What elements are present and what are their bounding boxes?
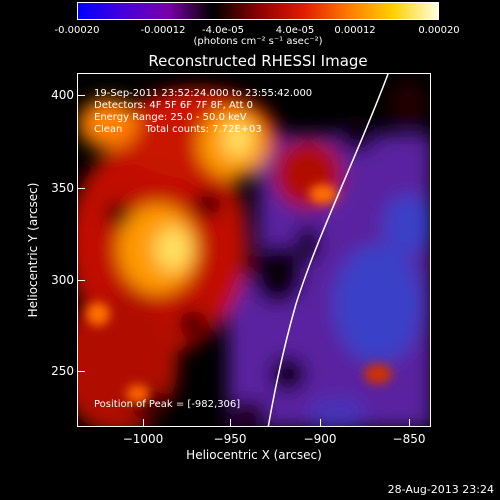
x-tick-label: −950 (213, 432, 247, 446)
colorbar-tick: -4.0e-05 (202, 25, 244, 36)
clean-counts-text: Clean Total counts: 7.72E+03 (94, 124, 262, 135)
footer-date: 28-Aug-2013 23:24 (387, 483, 494, 496)
y-tick-mark (77, 280, 85, 281)
y-tick-mark (77, 95, 85, 96)
time-range-text: 19-Sep-2011 23:52:24.000 to 23:55:42.000 (94, 88, 313, 99)
colorbar-tick: 4.0e-05 (275, 25, 315, 36)
x-tick-label: −1000 (122, 432, 164, 446)
colorbar (77, 2, 439, 20)
image-title: Reconstructed RHESSI Image (148, 52, 368, 70)
y-tick-label: 300 (51, 273, 74, 287)
colorbar-units: (photons cm⁻² s⁻¹ asec⁻²) (193, 36, 323, 47)
x-axis-label: Heliocentric X (arcsec) (186, 448, 322, 462)
rhessi-image-plot: 19-Sep-2011 23:52:24.000 to 23:55:42.000… (77, 73, 431, 427)
intensity-map (78, 74, 430, 426)
colorbar-tick: 0.00012 (334, 25, 376, 36)
y-tick-label: 350 (51, 181, 74, 195)
x-tick-label: −850 (392, 432, 426, 446)
y-tick-mark (77, 188, 85, 189)
y-tick-label: 400 (51, 88, 74, 102)
detectors-text: Detectors: 4F 5F 6F 7F 8F, Att 0 (94, 100, 254, 111)
energy-range-text: Energy Range: 25.0 - 50.0 keV (94, 112, 247, 123)
y-tick-mark (77, 371, 85, 372)
x-tick-mark (320, 419, 321, 427)
colorbar-tick: -0.00012 (140, 25, 186, 36)
x-tick-mark (409, 419, 410, 427)
x-tick-label: −900 (303, 432, 337, 446)
colorbar-tick: -0.00020 (54, 25, 100, 36)
peak-position-text: Position of Peak = [-982,306] (94, 399, 241, 410)
total-counts-label: Total counts: 7.72E+03 (145, 124, 262, 135)
method-label: Clean (94, 124, 123, 135)
x-tick-mark (230, 419, 231, 427)
colorbar-tick: 0.00020 (418, 25, 460, 36)
solar-limb-line (267, 74, 389, 426)
y-axis-label: Heliocentric Y (arcsec) (26, 182, 40, 318)
x-tick-mark (143, 419, 144, 427)
y-tick-label: 250 (51, 364, 74, 378)
